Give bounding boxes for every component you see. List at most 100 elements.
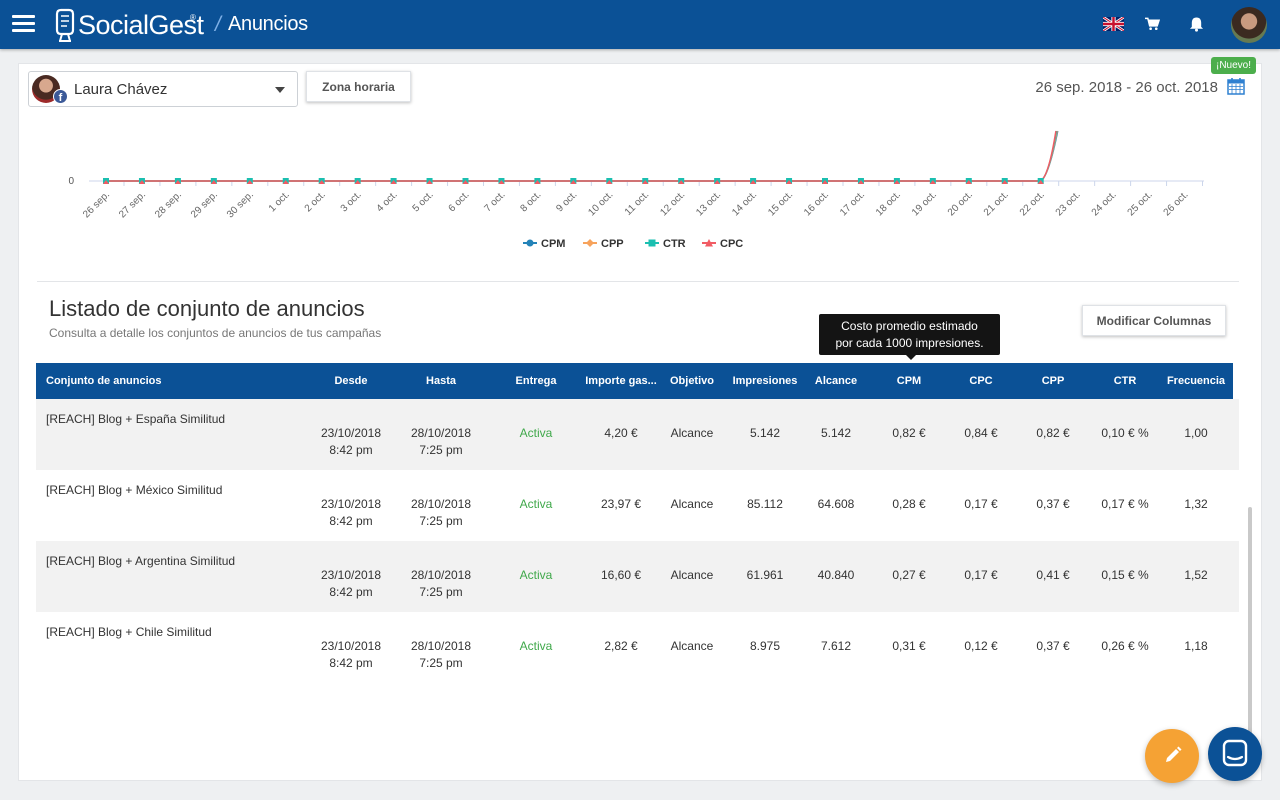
account-selector[interactable]: f Laura Chávez — [28, 71, 298, 107]
column-header-frequency[interactable]: Frecuencia — [1166, 375, 1226, 387]
data-point-cpc — [103, 180, 109, 184]
y-tick-label: 0 — [68, 176, 74, 187]
data-point-cpc — [138, 180, 145, 184]
objective-cell: Alcance — [670, 426, 714, 440]
cpm-cell: 0,31 € — [892, 639, 926, 653]
spent-cell: 16,60 € — [600, 568, 642, 582]
x-tick-label: 26 sep. — [81, 189, 112, 220]
column-header-ctr[interactable]: CTR — [1113, 375, 1137, 387]
scrollbar[interactable] — [1248, 507, 1252, 771]
timezone-button[interactable]: Zona horaria — [306, 71, 411, 102]
objective-cell: Alcance — [670, 568, 714, 582]
x-tick-label: 28 sep. — [153, 189, 184, 220]
calendar-icon[interactable] — [1227, 77, 1245, 95]
x-tick-label: 3 oct. — [339, 189, 364, 214]
x-tick-label: 25 oct. — [1126, 189, 1155, 218]
x-tick-label: 13 oct. — [694, 189, 723, 218]
brand-registered-mark: ® — [190, 13, 196, 22]
column-header-cpc[interactable]: CPC — [969, 375, 993, 387]
to-time: 7:25 pm — [419, 585, 463, 599]
x-tick-label: 24 oct. — [1090, 189, 1119, 218]
legend-label-cpp: CPP — [601, 238, 624, 250]
data-point-cpc — [642, 180, 649, 184]
data-point-cpc — [426, 180, 433, 184]
column-header-reach[interactable]: Alcance — [814, 375, 858, 387]
data-point-cpc — [246, 180, 253, 184]
frequency-cell: 1,32 — [1184, 497, 1208, 511]
data-point-cpc — [606, 180, 613, 184]
list-title: Listado de conjunto de anuncios — [49, 296, 365, 321]
data-point-cpc — [857, 180, 864, 184]
table-row[interactable]: [REACH] Blog + España Similitud 23/10/20… — [36, 399, 1239, 470]
delivery-status: Activa — [519, 497, 553, 511]
data-point-cpc — [822, 180, 828, 184]
data-point-cpc — [750, 180, 757, 184]
column-header-to[interactable]: Hasta — [426, 375, 456, 387]
reach-cell: 5.142 — [820, 426, 852, 440]
uk-flag-icon[interactable] — [1103, 17, 1124, 31]
series-line-ctr — [106, 130, 1058, 182]
breadcrumb: Anuncios — [228, 13, 308, 35]
column-header-delivery[interactable]: Entrega — [515, 375, 557, 387]
tooltip-line: por cada 1000 impresiones. — [835, 336, 984, 350]
column-header-impressions[interactable]: Impresiones — [732, 375, 798, 387]
edit-fab-button[interactable] — [1145, 729, 1199, 783]
metrics-chart: 0 26 sep. 27 sep. 28 sep. 29 sep. 30 sep. 1 o… — [68, 130, 1204, 250]
from-cell: 23/10/2018 8:42 pm — [319, 638, 383, 672]
to-cell: 28/10/2018 7:25 pm — [409, 425, 473, 459]
column-header-ad-set[interactable]: Conjunto de anuncios — [46, 375, 162, 387]
table-row[interactable]: [REACH] Blog + Chile Similitud 23/10/201… — [36, 612, 1239, 683]
to-cell: 28/10/2018 7:25 pm — [409, 496, 473, 530]
cart-icon[interactable] — [1145, 17, 1160, 31]
to-cell: 28/10/2018 7:25 pm — [409, 567, 473, 601]
legend-label-cpc: CPC — [720, 238, 743, 250]
ad-set-name[interactable]: [REACH] Blog + México Similitud — [46, 483, 223, 497]
column-header-from[interactable]: Desde — [334, 375, 368, 387]
table-row[interactable]: [REACH] Blog + Argentina Similitud 23/10… — [36, 541, 1239, 612]
to-time: 7:25 pm — [419, 514, 463, 528]
to-cell: 28/10/2018 7:25 pm — [409, 638, 473, 672]
x-tick-label: 17 oct. — [838, 189, 867, 218]
column-header-cpm[interactable]: CPM — [896, 375, 922, 387]
data-point-cpc — [282, 180, 289, 184]
cpp-cell: 0,82 € — [1036, 426, 1070, 440]
chevron-down-icon — [275, 87, 285, 93]
modify-columns-button[interactable]: Modificar Columnas — [1082, 305, 1226, 336]
ctr-cell: 0,26 € % — [1101, 639, 1149, 653]
date-range[interactable]: 26 sep. 2018 - 26 oct. 2018 — [1035, 79, 1218, 96]
from-cell: 23/10/2018 8:42 pm — [319, 425, 383, 459]
ctr-cell: 0,15 € % — [1101, 568, 1149, 582]
logo-icon[interactable] — [53, 8, 77, 42]
column-header-objective[interactable]: Objetivo — [669, 375, 714, 387]
account-name: Laura Chávez — [74, 81, 168, 98]
ad-set-name[interactable]: [REACH] Blog + España Similitud — [46, 412, 226, 426]
data-point-cpc — [678, 180, 685, 184]
x-tick-label: 1 oct. — [267, 189, 292, 214]
user-avatar[interactable] — [1231, 7, 1267, 43]
table-row[interactable]: [REACH] Blog + México Similitud 23/10/20… — [36, 470, 1239, 541]
to-date: 28/10/2018 — [410, 568, 472, 582]
impressions-cell: 5.142 — [749, 426, 781, 440]
ad-set-name[interactable]: [REACH] Blog + Argentina Similitud — [46, 554, 236, 568]
menu-icon[interactable] — [12, 15, 35, 33]
data-point-cpc — [174, 180, 181, 184]
from-date: 23/10/2018 — [320, 639, 382, 653]
top-bar: SocialGest ® / Anuncios — [0, 0, 1280, 49]
column-header-spent[interactable]: Importe gas... — [585, 375, 657, 387]
x-tick-label: 27 sep. — [117, 189, 148, 220]
new-badge: ¡Nuevo! — [1211, 57, 1257, 74]
ad-set-name[interactable]: [REACH] Blog + Chile Similitud — [46, 625, 212, 639]
cpp-cell: 0,37 € — [1036, 639, 1070, 653]
tooltip-line: Costo promedio estimado — [841, 319, 978, 333]
from-cell: 23/10/2018 8:42 pm — [319, 496, 383, 530]
column-header-cpp[interactable]: CPP — [1041, 375, 1065, 387]
bell-icon[interactable] — [1189, 16, 1204, 32]
table-header: Conjunto de anuncios Desde Hasta Entrega… — [36, 363, 1233, 399]
chat-fab-button[interactable] — [1208, 727, 1262, 781]
series-line-cpm — [106, 130, 1059, 182]
objective-cell: Alcance — [670, 639, 714, 653]
reach-cell: 40.840 — [817, 568, 855, 582]
data-point-cpc — [714, 180, 721, 184]
delivery-status: Activa — [519, 568, 553, 582]
brand-name[interactable]: SocialGest — [78, 10, 204, 40]
